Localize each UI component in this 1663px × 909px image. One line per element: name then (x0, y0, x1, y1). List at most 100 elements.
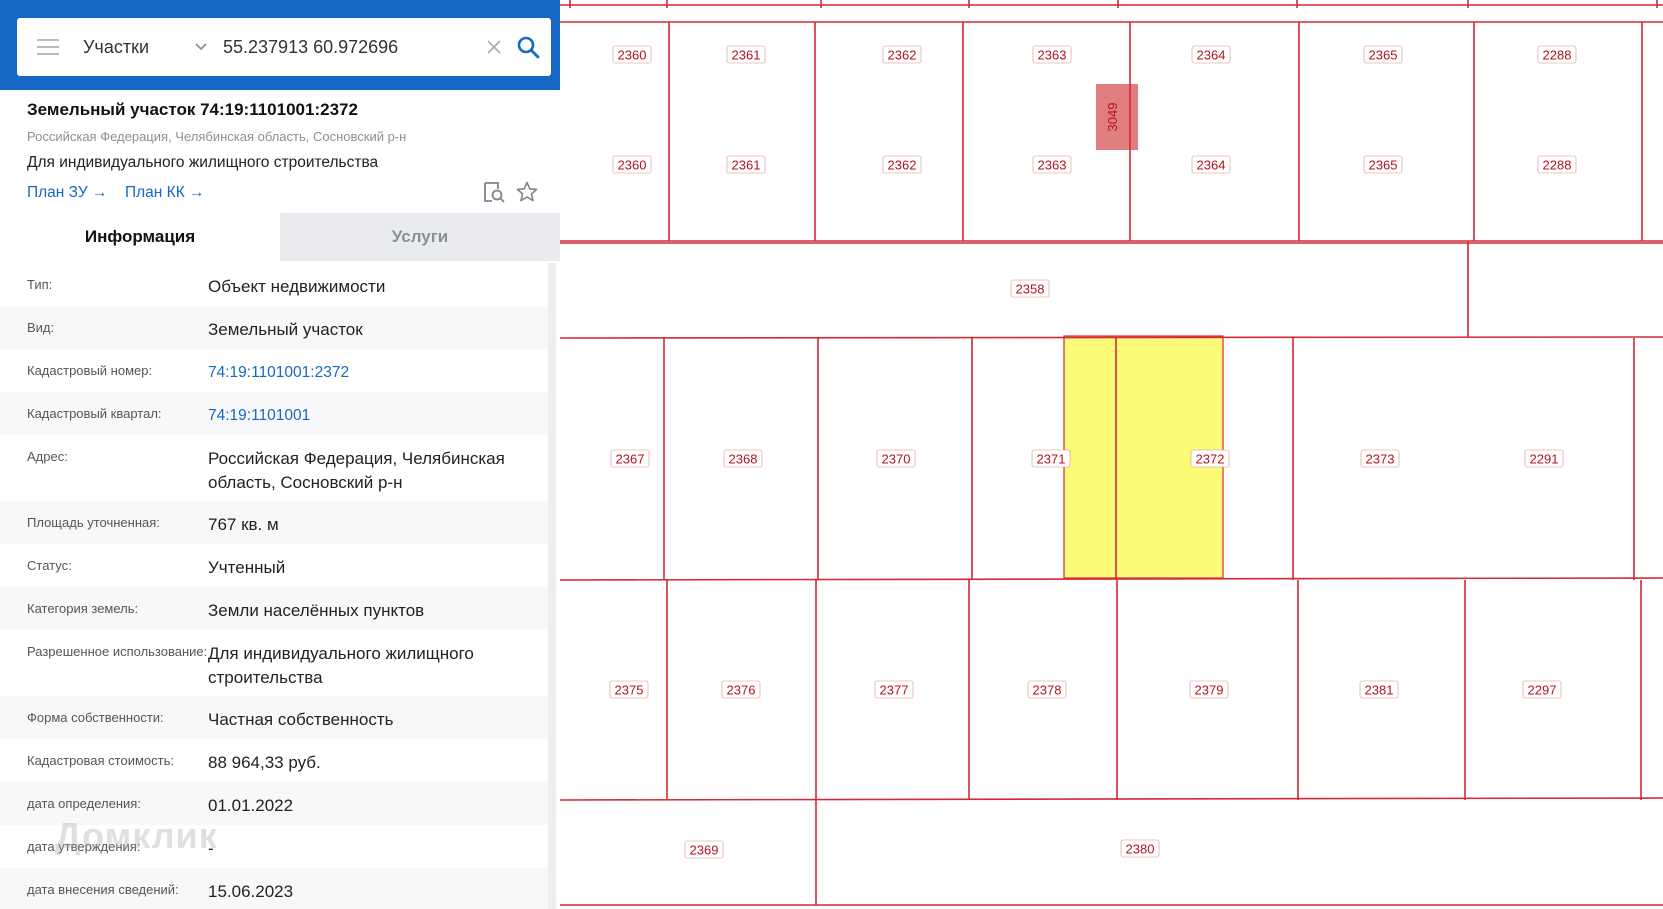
plot-label[interactable]: 2367 (610, 449, 650, 468)
search-icon[interactable] (516, 35, 540, 59)
info-row-link[interactable]: 74:19:1101001 (208, 407, 311, 424)
svg-text:2360: 2360 (618, 48, 647, 63)
info-row-value: Учтенный (208, 558, 286, 577)
info-row: Вид: Земельный участок (0, 306, 548, 349)
plot-label[interactable]: 2380 (1120, 839, 1160, 858)
tab-information[interactable]: Информация (0, 213, 280, 261)
plot-label[interactable]: 2360 (612, 45, 652, 64)
svg-text:2363: 2363 (1038, 48, 1067, 63)
info-row-value: Для индивидуального жилищного строительс… (208, 644, 474, 687)
info-row-value: - (208, 839, 214, 858)
info-row-key: Тип: (27, 277, 53, 292)
info-row-key: Форма собственности: (27, 710, 164, 725)
info-row-key: дата утверждения: (27, 839, 141, 854)
plot-label[interactable]: 2364 (1191, 45, 1231, 64)
info-row: дата внесения сведений: 15.06.2023 (0, 868, 548, 909)
search-input[interactable] (221, 35, 480, 59)
clear-icon[interactable] (486, 39, 502, 55)
svg-text:2369: 2369 (690, 843, 719, 858)
svg-text:2362: 2362 (888, 48, 917, 63)
selected-plot-label[interactable]: 2372 (1190, 449, 1230, 468)
svg-text:2365: 2365 (1369, 48, 1398, 63)
svg-text:2362: 2362 (888, 158, 917, 173)
info-row: Адрес: Российская Федерация, Челябинская … (0, 435, 548, 501)
plot-label[interactable]: 2297 (1522, 680, 1562, 699)
chevron-down-icon[interactable] (193, 39, 209, 55)
plot-label[interactable]: 2373 (1360, 449, 1400, 468)
info-row-link[interactable]: 74:19:1101001:2372 (208, 364, 350, 381)
info-row-value: Объект недвижимости (208, 277, 386, 296)
info-row-key: Разрешенное использование: (27, 644, 208, 659)
plot-label[interactable]: 2369 (684, 840, 724, 859)
info-row: Форма собственности: Частная собственност… (0, 696, 548, 739)
info-row-key: Кадастровый номер: (27, 363, 153, 378)
info-row-value: Земли населённых пунктов (208, 601, 425, 620)
info-row: Разрешенное использование: Для индивидуал… (0, 630, 548, 696)
building-label[interactable]: 3049 (1105, 103, 1120, 132)
plot-label[interactable]: 2363 (1032, 45, 1072, 64)
svg-text:2288: 2288 (1543, 158, 1572, 173)
object-purpose: Для индивидуального жилищного строительс… (27, 154, 379, 171)
svg-text:2291: 2291 (1530, 452, 1559, 467)
layer-select[interactable]: Участки (83, 36, 149, 57)
plot-label[interactable]: 2381 (1359, 680, 1399, 699)
plot-label[interactable]: 2291 (1524, 449, 1564, 468)
plot-label[interactable]: 2362 (882, 45, 922, 64)
plot-label[interactable]: 2378 (1027, 680, 1067, 699)
info-row-key: Кадастровый квартал: (27, 406, 162, 421)
plot-label[interactable]: 2365 (1363, 155, 1403, 174)
plan-zu-link[interactable]: План ЗУ → (27, 184, 108, 201)
plot-label[interactable]: 2288 (1537, 45, 1577, 64)
tab-services[interactable]: Услуги (280, 213, 560, 261)
info-row: дата определения: 01.01.2022 (0, 782, 548, 825)
plot-label[interactable]: 2361 (726, 155, 766, 174)
cadastral-map[interactable]: 2360 2361 2362 2363 2364 2365 2288 2360 2361 2362… (560, 0, 1663, 909)
info-row: Тип: Объект недвижимости (0, 263, 548, 306)
plot-label[interactable]: 2365 (1363, 45, 1403, 64)
plot-label[interactable]: 2370 (876, 449, 916, 468)
plot-label[interactable]: 2363 (1032, 155, 1072, 174)
plot-label[interactable]: 2362 (882, 155, 922, 174)
street-label[interactable]: 2358 (1010, 279, 1050, 298)
svg-text:3049: 3049 (1105, 103, 1120, 132)
document-search-icon[interactable] (482, 180, 506, 204)
info-row: Кадастровый номер: 74:19:1101001:2372 (0, 349, 548, 392)
info-row-value: Российская Федерация, Челябинская област… (208, 449, 505, 492)
plot-label[interactable]: 2361 (726, 45, 766, 64)
info-row-value: Частная собственность (208, 710, 394, 729)
object-address: Российская Федерация, Челябинская област… (27, 129, 407, 144)
svg-text:2381: 2381 (1365, 683, 1394, 698)
svg-text:2364: 2364 (1197, 48, 1226, 63)
svg-text:2358: 2358 (1016, 282, 1045, 297)
plot-label[interactable]: 2375 (609, 680, 649, 699)
svg-text:2378: 2378 (1033, 683, 1062, 698)
plan-kk-link[interactable]: План КК → (125, 184, 205, 201)
search-header: Участки (0, 0, 560, 90)
svg-text:2360: 2360 (618, 158, 647, 173)
building-footprint[interactable] (1096, 84, 1138, 150)
plot-label[interactable]: 2364 (1191, 155, 1231, 174)
svg-text:2379: 2379 (1195, 683, 1224, 698)
svg-text:2361: 2361 (732, 48, 761, 63)
plot-label[interactable]: 2376 (721, 680, 761, 699)
info-row-key: дата внесения сведений: (27, 882, 179, 897)
svg-text:2371: 2371 (1037, 452, 1066, 467)
svg-text:2297: 2297 (1528, 683, 1557, 698)
map-canvas[interactable]: 2360 2361 2362 2363 2364 2365 2288 2360 2361 2362… (560, 0, 1663, 909)
svg-text:2370: 2370 (882, 452, 911, 467)
star-icon[interactable] (515, 180, 539, 204)
plot-label[interactable]: 2368 (723, 449, 763, 468)
plot-label[interactable]: 2379 (1189, 680, 1229, 699)
menu-icon[interactable] (37, 39, 59, 55)
svg-text:2364: 2364 (1197, 158, 1226, 173)
boundary-line (560, 797, 1663, 801)
plot-label[interactable]: 2360 (612, 155, 652, 174)
info-row-value: 15.06.2023 (208, 882, 294, 901)
boundary-line (560, 577, 1663, 581)
plot-label[interactable]: 2377 (874, 680, 914, 699)
plot-label[interactable]: 2371 (1031, 449, 1071, 468)
plot-label[interactable]: 2288 (1537, 155, 1577, 174)
scrollbar[interactable] (548, 263, 556, 909)
svg-text:2376: 2376 (727, 683, 756, 698)
info-row-value: Земельный участок (208, 320, 363, 339)
